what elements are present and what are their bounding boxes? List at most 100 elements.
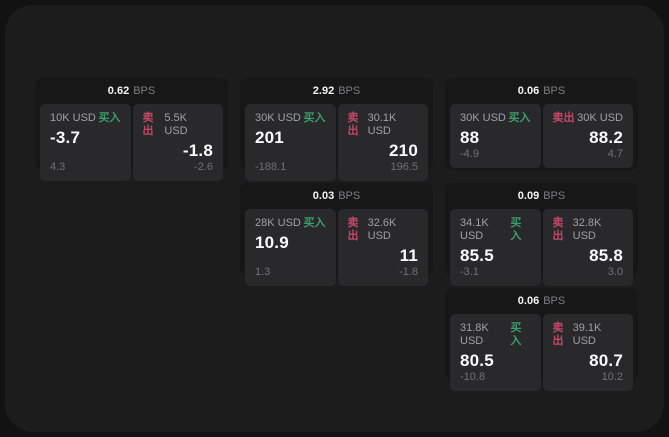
buy-sub-value: 1.3 bbox=[255, 266, 271, 278]
quote-panels: 30K USD 买入 88 -4.9 卖出 30K USD 88.2 4.7 bbox=[445, 104, 638, 173]
sell-sub-value: 4.7 bbox=[607, 148, 623, 160]
sell-panel[interactable]: 卖出 5.5K USD -1.8 -2.6 bbox=[132, 104, 223, 181]
buy-price: -3.7 bbox=[50, 128, 81, 147]
card-header: 0.06 BPS bbox=[445, 78, 638, 104]
bps-value: 0.03 bbox=[312, 190, 335, 202]
buy-panel[interactable]: 34.1K USD 买入 85.5 -3.1 bbox=[450, 209, 541, 286]
bps-value: 0.06 bbox=[517, 85, 540, 97]
buy-side-label: 买入 bbox=[303, 217, 326, 229]
buy-sub-value: -4.9 bbox=[460, 148, 479, 160]
sell-price: 210 bbox=[389, 141, 418, 160]
card-header: 2.92 BPS bbox=[240, 78, 433, 104]
sell-amount: 39.1K USD bbox=[572, 322, 602, 347]
sell-sub-value: 10.2 bbox=[601, 371, 623, 383]
buy-amount: 30K USD bbox=[255, 112, 301, 124]
quote-panels: 31.8K USD 买入 80.5 -10.8 卖出 39.1K USD 80.… bbox=[445, 314, 638, 396]
card-header: 0.03 BPS bbox=[240, 183, 433, 209]
sell-amount: 32.8K USD bbox=[572, 217, 602, 242]
sell-top-row: 卖出 30K USD bbox=[553, 112, 624, 125]
buy-amount: 10K USD bbox=[50, 112, 96, 124]
bps-unit-label: BPS bbox=[543, 295, 566, 307]
buy-top-row: 10K USD 买入 bbox=[50, 112, 121, 125]
sell-panel[interactable]: 卖出 32.6K USD 11 -1.8 bbox=[337, 209, 428, 286]
buy-price: 80.5 bbox=[460, 351, 494, 370]
sell-panel[interactable]: 卖出 30.1K USD 210 196.5 bbox=[337, 104, 428, 181]
buy-price: 85.5 bbox=[460, 246, 494, 265]
buy-sub-value: 4.3 bbox=[50, 161, 66, 173]
buy-panel[interactable]: 30K USD 买入 88 -4.9 bbox=[450, 104, 541, 168]
sell-panel[interactable]: 卖出 39.1K USD 80.7 10.2 bbox=[542, 314, 633, 391]
sell-price: -1.8 bbox=[182, 141, 213, 160]
sell-price: 11 bbox=[399, 246, 418, 265]
buy-side-label: 买入 bbox=[510, 217, 522, 242]
quote-panels: 30K USD 买入 201 -188.1 卖出 30.1K USD 210 1… bbox=[240, 104, 433, 186]
sell-panel[interactable]: 卖出 30K USD 88.2 4.7 bbox=[542, 104, 633, 168]
buy-side-label: 买入 bbox=[303, 112, 326, 124]
sell-sub-value: -2.6 bbox=[194, 161, 213, 173]
buy-price: 201 bbox=[255, 128, 284, 147]
buy-top-row: 31.8K USD 买入 bbox=[460, 322, 531, 348]
buy-panel[interactable]: 30K USD 买入 201 -188.1 bbox=[245, 104, 336, 181]
buy-panel[interactable]: 10K USD 买入 -3.7 4.3 bbox=[40, 104, 131, 181]
buy-amount: 30K USD bbox=[460, 112, 506, 124]
sell-sub-value: -1.8 bbox=[399, 266, 418, 278]
bps-unit-label: BPS bbox=[133, 85, 156, 97]
bps-unit-label: BPS bbox=[543, 85, 566, 97]
buy-sub-value: -3.1 bbox=[460, 266, 479, 278]
sell-side-label: 卖出 bbox=[347, 217, 359, 242]
sell-side-label: 卖出 bbox=[552, 322, 564, 347]
buy-panel[interactable]: 31.8K USD 买入 80.5 -10.8 bbox=[450, 314, 541, 391]
quote-card: 0.06 BPS 30K USD 买入 88 -4.9 卖出 bbox=[445, 78, 638, 170]
bps-unit-label: BPS bbox=[543, 190, 566, 202]
buy-top-row: 30K USD 买入 bbox=[460, 112, 531, 125]
buy-side-label: 买入 bbox=[98, 112, 121, 124]
sell-top-row: 卖出 39.1K USD bbox=[553, 322, 624, 348]
sell-side-label: 卖出 bbox=[552, 217, 564, 242]
sell-amount: 30K USD bbox=[577, 112, 623, 124]
bps-value: 0.09 bbox=[517, 190, 540, 202]
sell-sub-value: 196.5 bbox=[390, 161, 418, 173]
bps-value: 2.92 bbox=[312, 85, 335, 97]
buy-price: 88 bbox=[460, 128, 480, 147]
buy-top-row: 30K USD 买入 bbox=[255, 112, 326, 125]
sell-top-row: 卖出 30.1K USD bbox=[348, 112, 419, 138]
quote-card: 0.06 BPS 31.8K USD 买入 80.5 -10.8 卖 bbox=[445, 288, 638, 391]
main-panel: 0.62 BPS 10K USD 买入 -3.7 4.3 卖出 bbox=[5, 5, 664, 432]
bps-unit-label: BPS bbox=[338, 85, 361, 97]
sell-amount: 32.6K USD bbox=[367, 217, 397, 242]
buy-sub-value: -10.8 bbox=[460, 371, 486, 383]
buy-amount: 31.8K USD bbox=[460, 322, 489, 347]
quote-panels: 10K USD 买入 -3.7 4.3 卖出 5.5K USD -1.8 -2.… bbox=[35, 104, 228, 186]
card-header: 0.62 BPS bbox=[35, 78, 228, 104]
sell-top-row: 卖出 5.5K USD bbox=[143, 112, 214, 138]
card-header: 0.09 BPS bbox=[445, 183, 638, 209]
buy-side-label: 买入 bbox=[510, 322, 522, 347]
sell-price: 85.8 bbox=[589, 246, 623, 265]
sell-top-row: 卖出 32.6K USD bbox=[348, 217, 419, 243]
sell-panel[interactable]: 卖出 32.8K USD 85.8 3.0 bbox=[542, 209, 633, 286]
quote-card: 0.62 BPS 10K USD 买入 -3.7 4.3 卖出 bbox=[35, 78, 228, 181]
buy-price: 10.9 bbox=[255, 233, 289, 252]
bps-unit-label: BPS bbox=[338, 190, 361, 202]
sell-price: 80.7 bbox=[589, 351, 623, 370]
bps-value: 0.06 bbox=[517, 295, 540, 307]
sell-price: 88.2 bbox=[589, 128, 623, 147]
quote-card: 0.09 BPS 34.1K USD 买入 85.5 -3.1 卖出 bbox=[445, 183, 638, 286]
quote-panels: 34.1K USD 买入 85.5 -3.1 卖出 32.8K USD 85.8… bbox=[445, 209, 638, 291]
sell-side-label: 卖出 bbox=[347, 112, 359, 137]
quote-card: 2.92 BPS 30K USD 买入 201 -188.1 卖出 bbox=[240, 78, 433, 181]
sell-amount: 5.5K USD bbox=[164, 112, 188, 137]
bps-value: 0.62 bbox=[107, 85, 130, 97]
buy-panel[interactable]: 28K USD 买入 10.9 1.3 bbox=[245, 209, 336, 286]
sell-side-label: 卖出 bbox=[142, 112, 154, 137]
buy-top-row: 28K USD 买入 bbox=[255, 217, 326, 230]
buy-top-row: 34.1K USD 买入 bbox=[460, 217, 531, 243]
buy-amount: 28K USD bbox=[255, 217, 301, 229]
sell-amount: 30.1K USD bbox=[367, 112, 397, 137]
card-header: 0.06 BPS bbox=[445, 288, 638, 314]
cards-grid: 0.62 BPS 10K USD 买入 -3.7 4.3 卖出 bbox=[35, 78, 638, 391]
buy-sub-value: -188.1 bbox=[255, 161, 287, 173]
quote-panels: 28K USD 买入 10.9 1.3 卖出 32.6K USD 11 -1.8 bbox=[240, 209, 433, 291]
sell-top-row: 卖出 32.8K USD bbox=[553, 217, 624, 243]
